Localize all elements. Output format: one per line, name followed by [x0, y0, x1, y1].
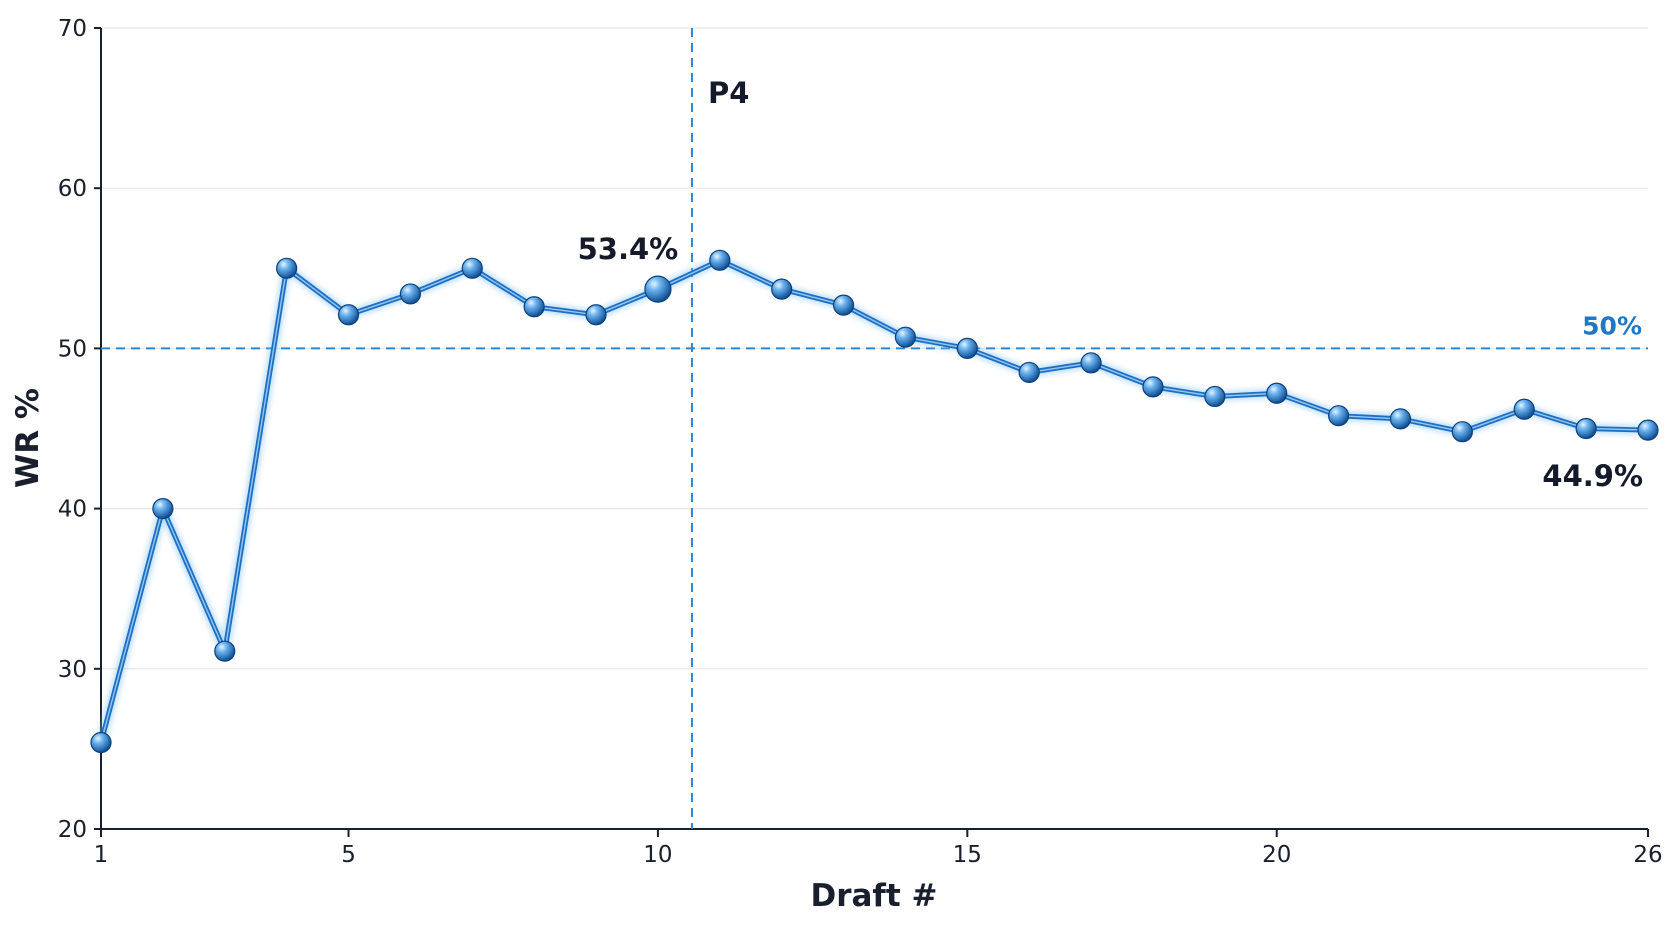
data-point-25 [1575, 417, 1597, 440]
data-point-26 [1637, 419, 1659, 441]
x-tick-label-26: 26 [1633, 842, 1662, 868]
x-axis-title: Draft # [810, 878, 937, 914]
data-point-8 [523, 296, 545, 318]
y-tick-label-40: 40 [58, 497, 87, 523]
data-point-10 [644, 275, 672, 303]
series [90, 249, 1659, 754]
data-point-5 [337, 304, 360, 326]
data-point-3 [214, 640, 236, 662]
x-tick-label-20: 20 [1262, 842, 1291, 868]
y-tick-label-60: 60 [58, 176, 87, 202]
data-point-14 [894, 326, 917, 348]
x-tick-label-15: 15 [953, 842, 982, 868]
data-point-13 [832, 294, 855, 316]
reference-label-50: 50% [1582, 311, 1642, 340]
data-point-20 [1266, 382, 1288, 404]
data-point-18 [1142, 376, 1164, 398]
series-line-glow [96, 255, 1649, 744]
data-point-23 [1451, 421, 1473, 443]
annotation-44-9: 44.9% [1542, 459, 1643, 493]
data-point-19 [1204, 385, 1226, 408]
y-tick-label-20: 20 [58, 817, 87, 843]
series-line [98, 257, 1649, 744]
x-tick-label-10: 10 [643, 842, 672, 868]
labels: 53.4% 44.9% [578, 232, 1643, 493]
annotation-53-4: 53.4% [578, 232, 679, 266]
series-line-highlight [100, 259, 1649, 743]
y-tick-label-50: 50 [58, 336, 87, 362]
data-point-21 [1327, 405, 1350, 427]
data-point-24 [1513, 398, 1535, 420]
y-tick-label-70: 70 [58, 16, 87, 42]
data-point-6 [399, 283, 421, 305]
data-point-15 [956, 337, 978, 359]
x-tick-label-5: 5 [341, 842, 356, 868]
y-tick-label-30: 30 [58, 657, 87, 683]
data-point-1 [90, 731, 112, 754]
reference-lines: 50% P4 [101, 28, 1648, 829]
reference-label-p4: P4 [708, 76, 749, 110]
data-point-16 [1018, 361, 1040, 384]
data-point-2 [152, 498, 174, 520]
x-tick-label-1: 1 [94, 842, 109, 868]
data-point-22 [1389, 408, 1412, 430]
data-point-9 [585, 304, 607, 326]
data-point-11 [709, 249, 731, 271]
data-point-12 [771, 278, 793, 300]
data-point-7 [461, 257, 483, 279]
data-point-4 [276, 257, 298, 279]
y-axis-title: WR % [10, 388, 46, 488]
data-point-17 [1080, 352, 1102, 374]
